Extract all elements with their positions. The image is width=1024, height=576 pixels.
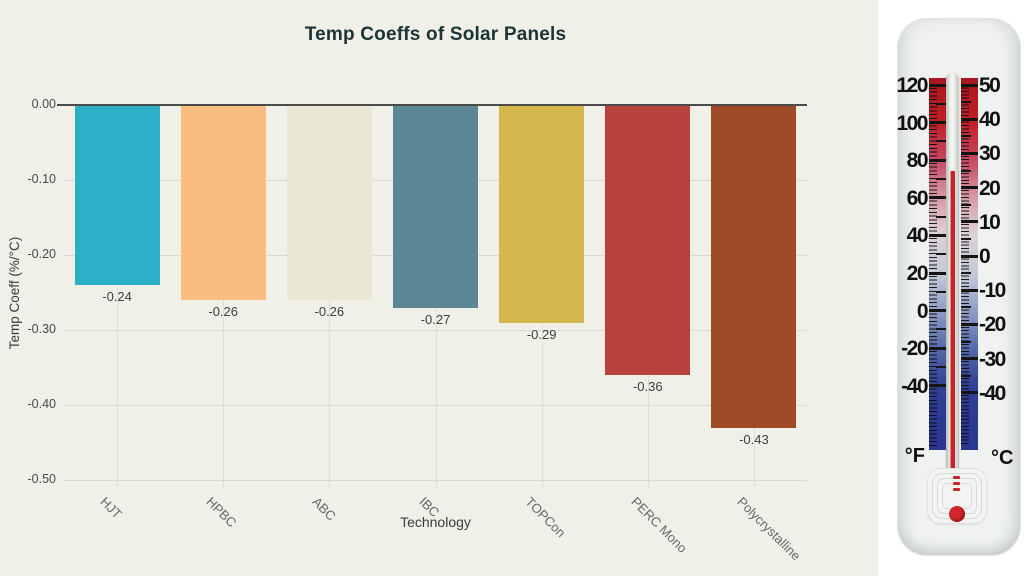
celsius-major-tick	[961, 254, 978, 258]
bar-perc-mono	[605, 105, 691, 375]
celsius-unit-label: °C	[991, 447, 1014, 469]
fahrenheit-major-tick	[929, 196, 946, 200]
fahrenheit-scale-number: 20	[906, 262, 929, 285]
celsius-major-tick	[961, 322, 978, 326]
fahrenheit-scale-number: 80	[906, 149, 929, 173]
celsius-scale-number: 0	[979, 245, 991, 268]
fahrenheit-unit-label: °F	[904, 445, 925, 467]
celsius-major-tick	[961, 83, 978, 87]
fahrenheit-medium-tick	[936, 366, 946, 368]
bar-topcon	[499, 105, 585, 323]
celsius-medium-tick	[961, 135, 971, 138]
fahrenheit-medium-tick	[936, 178, 946, 180]
celsius-scale-number: -40	[979, 381, 1006, 405]
fahrenheit-major-tick	[929, 158, 946, 162]
celsius-major-tick	[961, 117, 978, 121]
v-gridline	[117, 105, 119, 489]
celsius-minor-ticks	[961, 84, 969, 446]
bar-value-label: -0.24	[102, 289, 132, 304]
celsius-medium-tick	[961, 237, 971, 240]
fahrenheit-scale-number: 0	[916, 299, 929, 323]
celsius-medium-tick	[961, 340, 971, 343]
celsius-major-tick	[961, 220, 978, 224]
bulb-capillary-mark	[953, 488, 960, 491]
fahrenheit-major-tick	[929, 121, 946, 125]
celsius-scale-number: -30	[979, 347, 1006, 371]
celsius-medium-tick	[961, 101, 971, 104]
fahrenheit-scale-number: 40	[906, 224, 929, 248]
fahrenheit-medium-tick	[936, 290, 946, 293]
x-axis-title: Technology	[400, 514, 471, 530]
bar-value-label: -0.26	[314, 304, 345, 319]
celsius-major-tick	[961, 151, 978, 155]
y-tick-label: 0.00	[31, 97, 56, 111]
celsius-scale-number: 30	[979, 142, 1001, 166]
bar-hpbc	[180, 105, 266, 300]
fahrenheit-major-tick	[929, 83, 946, 87]
fahrenheit-scale-number: -40	[901, 374, 928, 398]
fahrenheit-scale-number: 60	[906, 186, 929, 210]
fahrenheit-major-tick	[929, 384, 946, 388]
fahrenheit-medium-tick	[936, 253, 946, 256]
fahrenheit-scale-number: 100	[896, 111, 928, 135]
fahrenheit-major-tick	[929, 309, 946, 313]
celsius-major-tick	[961, 391, 978, 395]
thermometer-panel: 120 100 80 60 40 20 0 -20 -40 50 40 30 20 10 0 -10 -20 -3…	[878, 0, 1024, 576]
fahrenheit-scale-strip	[929, 78, 946, 450]
fahrenheit-medium-tick	[936, 328, 946, 331]
celsius-medium-tick	[961, 169, 971, 172]
celsius-medium-tick	[961, 203, 971, 206]
thermometer-mercury-column	[950, 171, 955, 475]
y-tick-label: -0.20	[27, 247, 57, 261]
fahrenheit-medium-tick	[936, 102, 946, 105]
bulb-capillary-mark	[953, 482, 960, 485]
y-tick-label: -0.40	[27, 397, 57, 411]
celsius-scale-number: 20	[979, 176, 1001, 200]
bar-abc	[286, 105, 372, 300]
celsius-medium-tick	[961, 306, 971, 309]
fahrenheit-major-tick	[929, 346, 946, 350]
celsius-medium-tick	[961, 272, 971, 275]
celsius-scale-number: -10	[979, 279, 1006, 303]
chart-title: Temp Coeffs of Solar Panels	[304, 24, 567, 45]
celsius-medium-tick	[961, 374, 971, 377]
celsius-major-tick	[961, 186, 978, 190]
celsius-scale-number: 40	[979, 108, 1001, 132]
bar-value-label: -0.29	[526, 326, 557, 342]
bar-value-label: -0.36	[632, 379, 663, 394]
bar-value-label: -0.26	[208, 304, 239, 319]
bar-value-label: -0.27	[420, 311, 451, 327]
fahrenheit-major-tick	[929, 271, 946, 275]
bulb-capillary-mark	[953, 476, 960, 479]
fahrenheit-scale-number: -20	[901, 337, 928, 361]
fahrenheit-major-tick	[929, 233, 946, 237]
fahrenheit-minor-ticks	[929, 84, 937, 446]
bar-chart: Temp Coeffs of Solar Panels Temp Coeff (…	[0, 0, 878, 576]
y-tick-label: -0.50	[27, 472, 57, 486]
fahrenheit-medium-tick	[936, 215, 946, 218]
thermometer-bulb-icon	[949, 506, 965, 522]
bar-hjt	[74, 105, 160, 285]
y-tick-label: -0.10	[27, 172, 57, 186]
celsius-scale-number: 10	[979, 210, 1001, 234]
fahrenheit-scale-number: 120	[896, 74, 928, 97]
bar-value-label: -0.43	[739, 431, 769, 447]
celsius-major-tick	[961, 288, 978, 292]
y-tick-label: -0.30	[27, 322, 57, 336]
thermometer-bulb-plate	[927, 468, 987, 524]
celsius-major-tick	[961, 357, 978, 361]
thermometer: 120 100 80 60 40 20 0 -20 -40 50 40 30 20 10 0 -10 -20 -3…	[896, 18, 1021, 556]
celsius-scale-number: -20	[979, 313, 1006, 337]
bar-polycrystalline	[711, 105, 797, 428]
fahrenheit-medium-tick	[936, 140, 946, 143]
celsius-scale-number: 50	[979, 74, 1001, 97]
x-axis-zero-line	[57, 104, 807, 106]
bar-ibc	[393, 105, 478, 308]
